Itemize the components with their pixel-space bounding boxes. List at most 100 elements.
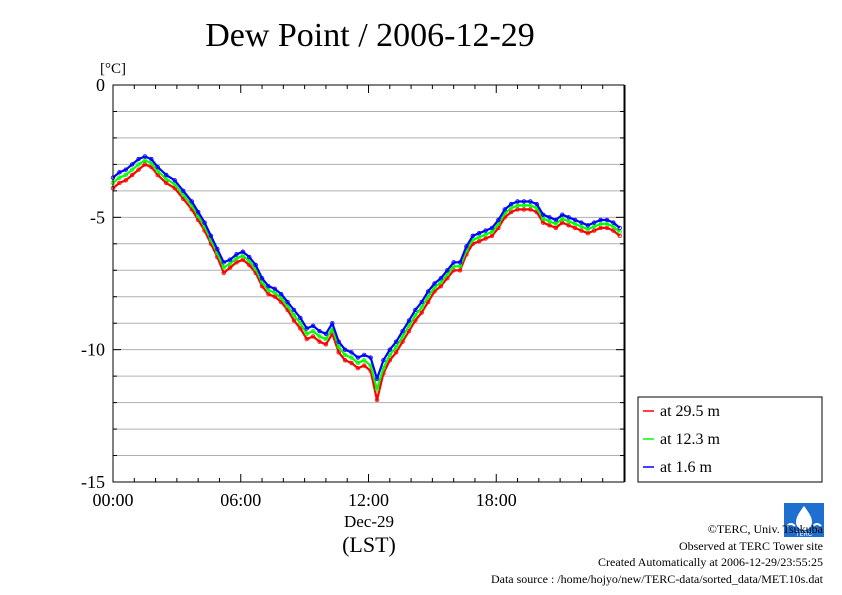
- data-point: [406, 328, 412, 334]
- data-point: [298, 326, 303, 331]
- y-axis-unit: [°C]: [100, 61, 126, 77]
- y-tick-label: -10: [81, 340, 105, 360]
- data-point: [272, 286, 278, 291]
- data-point: [406, 318, 412, 323]
- data-point: [355, 355, 361, 360]
- data-point: [310, 323, 316, 329]
- data-point: [387, 347, 392, 352]
- data-point: [129, 172, 135, 178]
- data-point: [266, 283, 271, 289]
- data-point: [349, 355, 354, 360]
- data-point: [483, 228, 488, 233]
- data-point: [291, 318, 297, 323]
- data-point: [310, 328, 316, 334]
- data-point: [598, 217, 603, 223]
- credit-observed: Observed at TERC Tower site: [679, 539, 823, 553]
- data-point: [374, 376, 380, 381]
- data-point: [136, 167, 141, 172]
- data-point: [489, 225, 495, 231]
- data-point: [387, 352, 392, 358]
- data-point: [136, 162, 141, 167]
- data-point: [323, 331, 329, 336]
- series-line-0: [112, 163, 621, 402]
- data-point: [202, 220, 207, 225]
- data-point: [291, 313, 297, 318]
- data-point: [323, 342, 329, 347]
- data-point: [400, 328, 405, 334]
- data-point: [413, 313, 418, 318]
- x-axis-date-label: Dec-29: [344, 512, 394, 531]
- data-point: [304, 326, 309, 331]
- data-point: [208, 233, 214, 239]
- series-line-2: [112, 155, 621, 380]
- data-point: [419, 310, 424, 315]
- data-point: [508, 201, 514, 207]
- data-point: [298, 315, 303, 321]
- data-point: [457, 260, 463, 265]
- data-point: [336, 350, 341, 355]
- data-point: [540, 212, 546, 217]
- data-point: [310, 334, 316, 339]
- data-point: [215, 246, 220, 252]
- legend-label-0: at 29.5 m: [660, 403, 721, 420]
- legend: at 29.5 m at 12.3 m at 1.6 m: [637, 396, 823, 483]
- series-2: [110, 154, 622, 381]
- data-point: [560, 212, 565, 217]
- data-point: [355, 360, 361, 366]
- grid-lines: [113, 110, 624, 457]
- data-point: [425, 294, 431, 299]
- data-point: [579, 220, 584, 225]
- data-point: [164, 172, 169, 178]
- data-point: [464, 244, 469, 249]
- data-point: [349, 350, 354, 355]
- x-tick-label: 12:00: [348, 490, 389, 510]
- x-tick-label: 00:00: [92, 490, 133, 510]
- data-point: [117, 180, 122, 186]
- data-point: [585, 223, 591, 228]
- data-point: [181, 188, 186, 194]
- data-point: [227, 257, 233, 262]
- data-point: [149, 156, 154, 162]
- data-point: [604, 217, 610, 223]
- data-point: [136, 156, 141, 162]
- data-series: [110, 154, 622, 403]
- data-point: [432, 281, 437, 286]
- data-point: [234, 252, 239, 257]
- data-point: [362, 363, 367, 368]
- data-point: [515, 199, 520, 204]
- data-point: [253, 262, 258, 268]
- data-point: [400, 334, 405, 339]
- data-point: [304, 331, 309, 336]
- drop-icon: [796, 506, 812, 530]
- data-point: [330, 321, 335, 326]
- data-point: [323, 336, 329, 342]
- data-point: [142, 154, 148, 159]
- data-point: [172, 178, 177, 183]
- y-tick-label: -5: [90, 207, 105, 227]
- data-point: [425, 299, 431, 305]
- data-point: [362, 352, 367, 358]
- data-point: [393, 350, 399, 355]
- data-point: [393, 339, 399, 344]
- data-point: [342, 347, 348, 352]
- data-point: [123, 167, 128, 172]
- data-point: [123, 178, 128, 183]
- data-point: [381, 358, 386, 363]
- credit-created: Created Automatically at 2006-12-29/23:5…: [598, 555, 823, 569]
- data-point: [528, 199, 533, 204]
- data-point: [336, 339, 341, 344]
- legend-label-1: at 12.3 m: [660, 431, 721, 448]
- data-point: [470, 233, 476, 239]
- data-point: [317, 339, 322, 344]
- data-point: [189, 199, 194, 204]
- data-point: [304, 336, 309, 342]
- x-axis-label: (LST): [342, 532, 396, 557]
- data-point: [572, 217, 578, 223]
- data-point: [336, 344, 341, 350]
- data-point: [419, 305, 424, 310]
- data-point: [477, 231, 482, 236]
- data-point: [221, 265, 226, 270]
- data-point: [342, 358, 348, 363]
